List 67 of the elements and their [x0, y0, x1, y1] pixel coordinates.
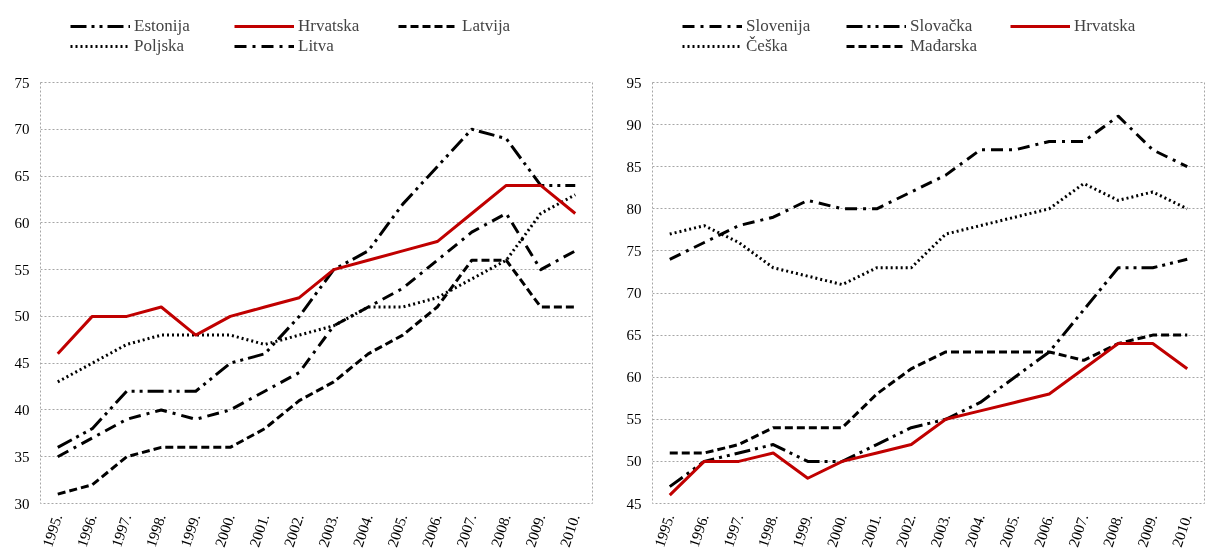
legend-label: Litva: [298, 36, 335, 56]
y-tick-label: 50: [626, 453, 642, 470]
y-tick-label: 30: [14, 495, 30, 512]
x-tick-label: 1998.: [755, 511, 781, 550]
x-tick-label: 2008.: [1100, 511, 1126, 550]
y-tick-label: 70: [14, 121, 30, 138]
line-series: [56, 183, 577, 356]
y-tick-label: 70: [626, 285, 642, 301]
x-tick-label: 1997.: [720, 511, 747, 550]
line-series: [668, 257, 1189, 489]
legend-label: Estonija: [134, 16, 191, 36]
x-tick-label: 2009.: [1134, 511, 1161, 550]
y-tick-label: 60: [626, 369, 642, 386]
x-tick-label: 2005.: [996, 511, 1023, 550]
x-tick-label: 2004.: [962, 511, 988, 550]
x-tick-label: 2006.: [1031, 511, 1057, 550]
y-tick-label: 90: [626, 116, 642, 133]
x-tick-label: 2006.: [419, 511, 445, 550]
x-tick-label: 2000.: [824, 511, 850, 550]
y-tick-label: 95: [626, 74, 642, 91]
x-tick-label: 2005.: [384, 511, 411, 550]
x-tick-label: 1995.: [651, 511, 678, 550]
x-tick-label: 2003.: [315, 511, 342, 550]
y-tick-label: 35: [14, 448, 30, 465]
line-series: [668, 342, 1189, 497]
legend-label: Slovačka: [910, 16, 974, 36]
y-tick-label: 65: [626, 327, 642, 344]
x-tick-label: 2000.: [212, 511, 238, 550]
y-tick-label: 60: [14, 214, 30, 231]
x-tick-label: 1996.: [686, 511, 712, 550]
legend-label: Latvija: [462, 16, 512, 36]
x-tick-label: 2002.: [893, 511, 919, 550]
x-tick-label: 2001.: [246, 511, 273, 550]
y-tick-label: 45: [626, 495, 642, 512]
y-tick-label: 55: [14, 261, 30, 278]
x-tick-label: 2001.: [858, 511, 885, 550]
line-series: [56, 127, 577, 449]
y-tick-label: 75: [14, 74, 30, 91]
x-tick-label: 2009.: [522, 511, 549, 550]
legend-label: Hrvatska: [298, 16, 361, 36]
x-tick-label: 2007.: [453, 511, 480, 550]
y-tick-label: 85: [626, 158, 642, 175]
y-tick-label: 80: [626, 200, 642, 217]
y-tick-label: 65: [14, 168, 30, 185]
x-tick-label: 1998.: [143, 511, 169, 550]
x-tick-label: 2010.: [557, 511, 583, 550]
x-tick-label: 1997.: [108, 511, 135, 550]
x-tick-label: 1999.: [177, 511, 204, 550]
x-tick-label: 2010.: [1169, 511, 1195, 550]
legend-label: Mađarska: [910, 36, 979, 56]
y-tick-label: 50: [14, 308, 30, 325]
x-tick-label: 2003.: [927, 511, 954, 550]
x-tick-label: 2004.: [350, 511, 376, 550]
y-tick-label: 55: [626, 411, 642, 428]
y-tick-label: 45: [14, 355, 30, 372]
x-tick-label: 1999.: [789, 511, 816, 550]
x-tick-label: 1995.: [39, 511, 66, 550]
y-tick-label: 40: [14, 401, 30, 418]
legend-label: Češka: [746, 36, 789, 56]
x-tick-label: 1996.: [74, 511, 100, 550]
legend-label: Hrvatska: [1074, 16, 1137, 36]
legend-label: Poljska: [134, 36, 186, 56]
y-tick-label: 75: [626, 242, 642, 259]
x-tick-label: 2002.: [281, 511, 307, 550]
legend-label: Slovenija: [746, 16, 812, 36]
x-tick-label: 2007.: [1065, 511, 1092, 550]
x-tick-label: 2008.: [488, 511, 514, 550]
